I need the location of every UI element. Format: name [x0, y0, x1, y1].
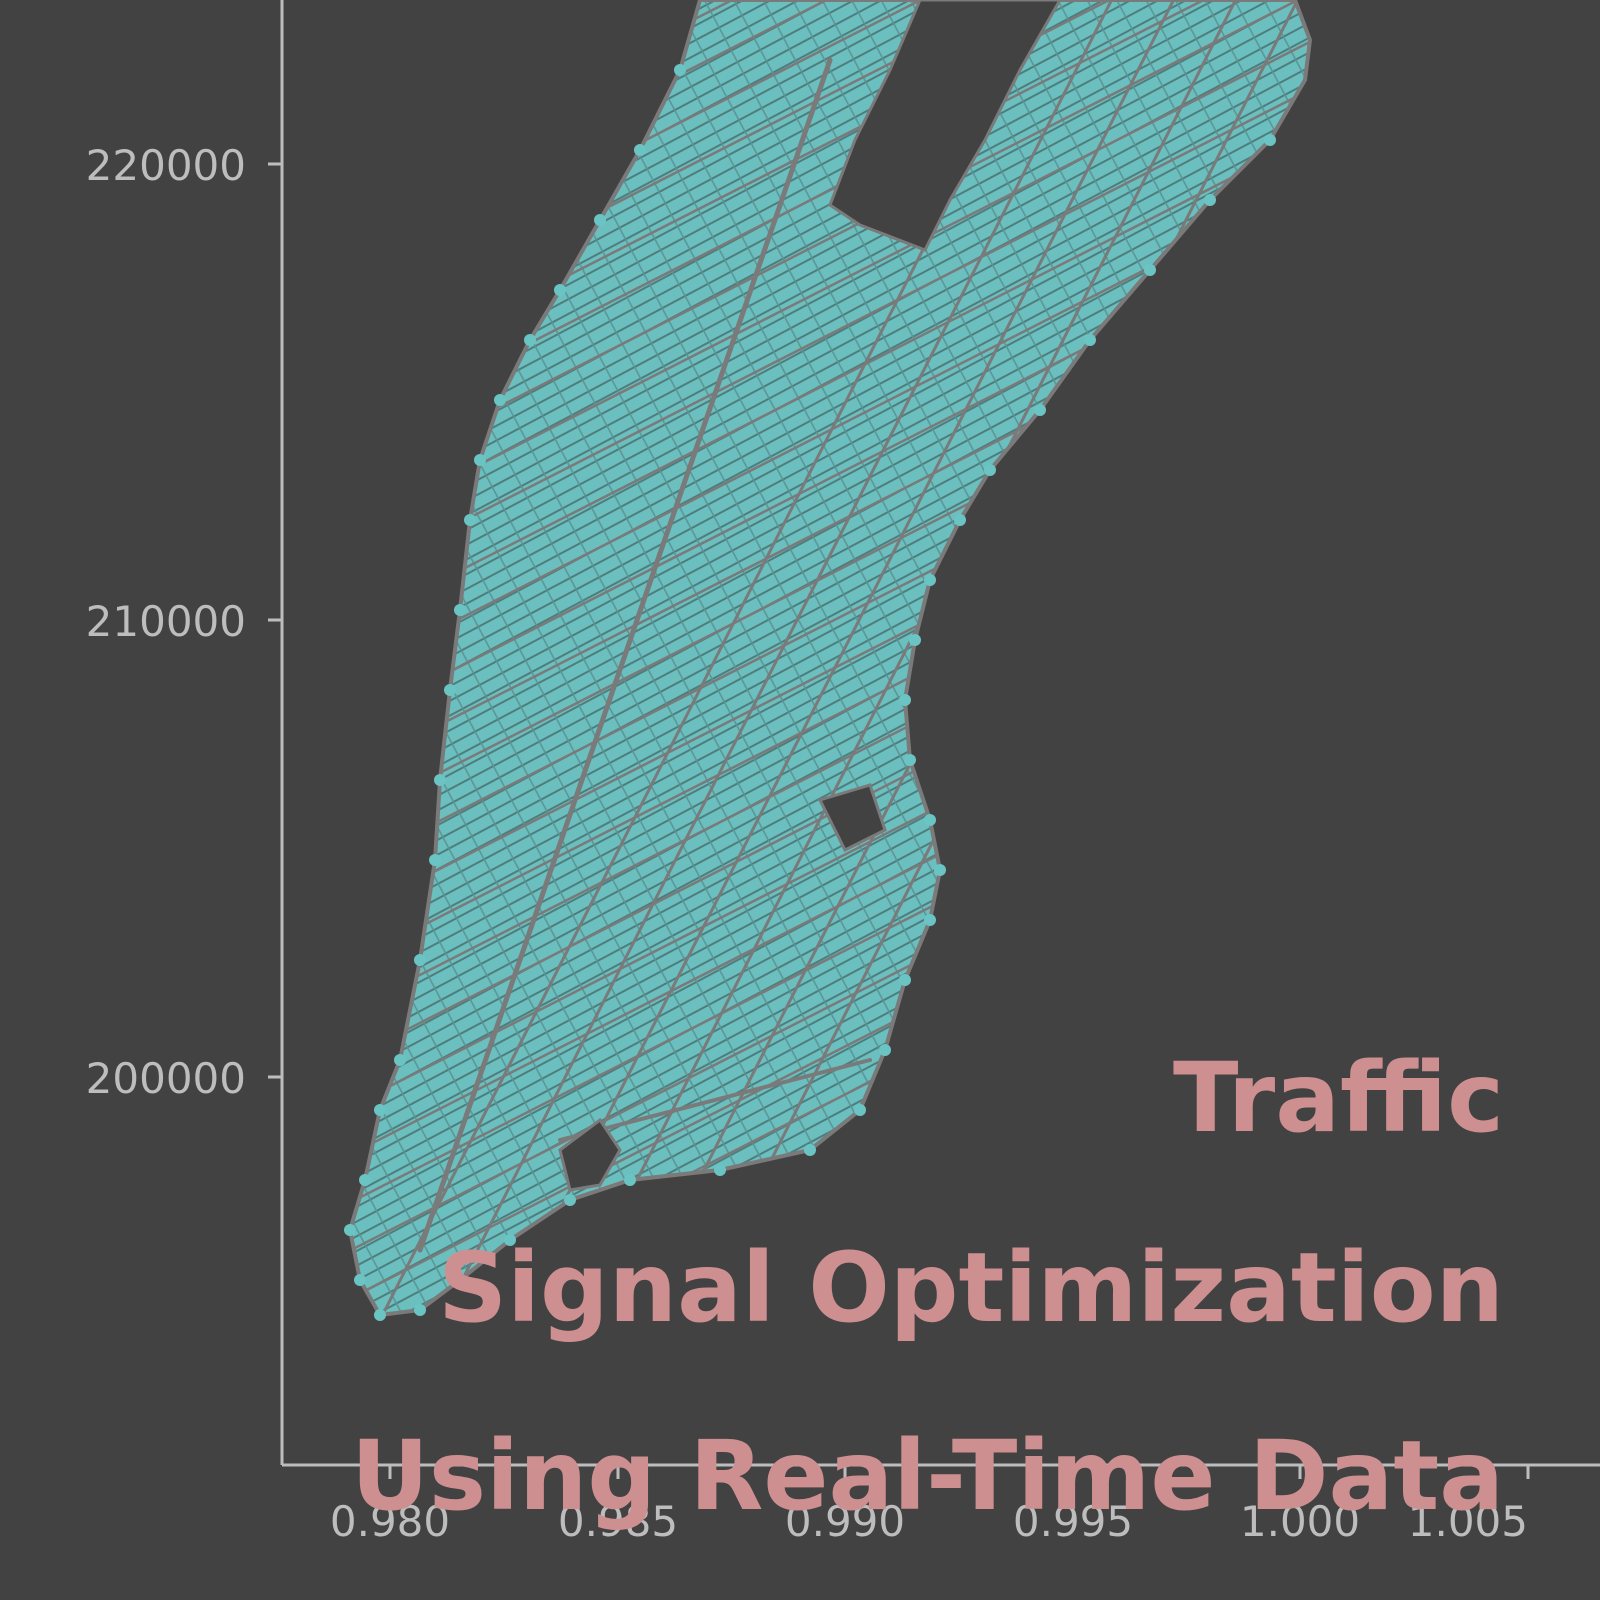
cross-street [350, 90, 1310, 654]
map-node [924, 574, 936, 586]
x-axis: 0.980 0.985 0.990 0.995 1.000 1.005 [282, 1463, 1600, 1546]
park-area [558, 1117, 622, 1192]
x-tick-label: 0.990 [785, 1497, 905, 1546]
y-tick-label: 200000 [86, 1054, 246, 1103]
map-node [454, 604, 466, 616]
map-node [854, 1104, 866, 1116]
map-node [1034, 404, 1046, 416]
map-node [434, 774, 446, 786]
map-node [954, 514, 966, 526]
x-tick-label: 1.000 [1240, 1497, 1360, 1546]
y-axis: 220000 210000 200000 [86, 0, 284, 1465]
map-node [714, 1164, 726, 1176]
map-node [494, 394, 506, 406]
map-node [899, 974, 911, 986]
x-tick-label: 1.005 [1408, 1497, 1528, 1546]
map-node [474, 454, 486, 466]
avenue-road [502, 0, 1206, 1315]
map-node [524, 334, 536, 346]
map-node [374, 1104, 386, 1116]
title-line-1: Traffic [1172, 1042, 1504, 1154]
avenue-road [564, 0, 1268, 1315]
map-node [374, 1309, 386, 1321]
map-node [904, 754, 916, 766]
map-node [359, 1174, 371, 1186]
map-node [594, 214, 606, 226]
map-node [354, 1274, 366, 1286]
map-node [1144, 264, 1156, 276]
map-node [984, 464, 996, 476]
major-road [558, 1058, 872, 1142]
y-tick-label: 220000 [86, 141, 246, 190]
map-node [924, 814, 936, 826]
map-node [414, 1304, 426, 1316]
map-node [934, 864, 946, 876]
x-tick-label: 0.985 [558, 1497, 678, 1546]
x-tick-label: 0.995 [1013, 1497, 1133, 1546]
park-area [817, 783, 887, 853]
map-node [909, 634, 921, 646]
y-tick-label: 210000 [86, 597, 246, 646]
cross-street [350, 42, 1310, 606]
map-node [454, 1274, 466, 1286]
shoreline-nodes [344, 64, 1276, 1321]
map-node [344, 1224, 356, 1236]
map-node [674, 64, 686, 76]
map-node [924, 914, 936, 926]
map-node [1204, 194, 1216, 206]
map-node [624, 1174, 636, 1186]
x-tick-label: 0.980 [330, 1497, 450, 1546]
map-node [804, 1144, 816, 1156]
map-node [879, 1044, 891, 1056]
map-node [504, 1234, 516, 1246]
title-line-2: Signal Optimization [437, 1232, 1504, 1344]
map-node [429, 854, 441, 866]
map-node [554, 284, 566, 296]
avenue-road [440, 0, 1144, 1315]
map-node [564, 1194, 576, 1206]
map-node [394, 1054, 406, 1066]
map-node [1084, 334, 1096, 346]
park-areas [558, 0, 1062, 1192]
map-node [899, 694, 911, 706]
major-road [417, 57, 833, 1253]
map-node [444, 684, 456, 696]
central-park [828, 0, 1062, 252]
title-line-3: Using Real-Time Data [350, 1420, 1504, 1532]
map-node [1264, 134, 1276, 146]
map-node [464, 514, 476, 526]
map-node [414, 954, 426, 966]
map-node [634, 144, 646, 156]
